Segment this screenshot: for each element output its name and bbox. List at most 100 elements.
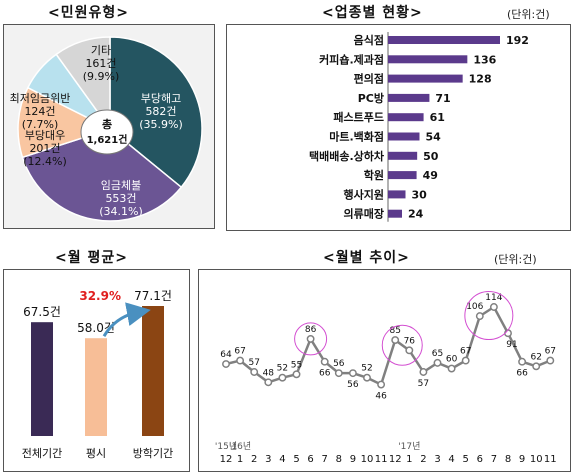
trend-value: 48 (263, 368, 275, 378)
pie-slice-count: 553건 (105, 192, 136, 205)
trend-year-label: '15년 (215, 441, 237, 452)
trend-x-tick: 7 (322, 454, 328, 465)
trend-x-tick: 6 (307, 454, 313, 465)
industry-value: 30 (412, 188, 428, 201)
trend-year-label: '16년 (229, 441, 251, 452)
trend-x-tick: 8 (505, 454, 511, 465)
industry-value: 50 (423, 150, 439, 163)
avg-value: 67.5건 (23, 305, 61, 319)
trend-value: 46 (375, 392, 387, 402)
trend-x-tick: 5 (463, 454, 469, 465)
pie-center-total: 1,621건 (87, 133, 128, 146)
trend-value: 60 (446, 355, 458, 365)
industry-category: 음식점 (354, 33, 384, 47)
trend-x-tick: 2 (420, 454, 426, 465)
trend-x-tick: 4 (279, 454, 285, 465)
pie-slice-count: 582건 (145, 105, 176, 118)
trend-point (334, 369, 343, 378)
trend-point (306, 334, 315, 343)
trend-value: 114 (485, 293, 502, 303)
trend-point (419, 368, 428, 376)
trend-value: 67 (460, 347, 471, 357)
pie-slice (17, 86, 112, 159)
trend-value: 66 (516, 369, 528, 379)
trend-point (433, 358, 442, 367)
trend-value: 106 (466, 302, 483, 312)
industry-category: 택배배송.상하차 (309, 149, 385, 163)
trend-value: 85 (389, 326, 400, 336)
industry-bar (388, 171, 417, 180)
trend-x-tick: 12 (389, 454, 402, 465)
pie-slice-name: 최저임금위반 (10, 92, 71, 105)
industry-value: 54 (426, 131, 442, 144)
trend-x-tick: 11 (544, 454, 557, 465)
trend-point (292, 370, 301, 379)
trend-x-tick: 1 (237, 454, 243, 465)
trend-value: 62 (530, 352, 541, 362)
trend-x-tick: 8 (336, 454, 342, 465)
pie-center-label: 총 (102, 117, 112, 131)
trend-value: 64 (220, 350, 232, 360)
industry-value: 49 (423, 169, 438, 182)
industry-bar (388, 151, 418, 160)
trend-value: 56 (347, 380, 359, 390)
industry-bar (388, 190, 406, 199)
industry-value: 71 (435, 92, 450, 105)
trend-year-label: '17년 (398, 441, 420, 452)
trend-value: 55 (291, 360, 302, 370)
pie-title: <민원유형> (48, 5, 129, 21)
industry-category: 행사지원 (344, 187, 384, 201)
trend-point (348, 369, 357, 378)
avg-bar (85, 338, 107, 436)
trend-title: <월별 추이> (323, 250, 410, 266)
pie-slice-name: 부당대우 (25, 129, 65, 142)
trend-point (320, 357, 329, 366)
trend-value: 56 (333, 359, 345, 369)
industry-value: 136 (473, 53, 496, 66)
trend-x-tick: 12 (220, 454, 233, 465)
trend-point (532, 362, 541, 371)
trend-highlight-circle (381, 324, 423, 366)
trend-point (518, 357, 527, 366)
industry-bar (388, 113, 424, 122)
trend-x-tick: 3 (434, 454, 440, 465)
avg-category: 전체기간 (22, 447, 62, 460)
pie-slice-name: 기타 (91, 44, 111, 57)
trend-value: 67 (545, 347, 556, 357)
industry-chart: 음식점 192 커피숍.제과점 136 편의점 128 PC방 71 패스트푸드 61 마트.백화점… (309, 32, 529, 222)
industry-bar (388, 93, 430, 102)
pie-slice-pct: (34.1%) (99, 205, 143, 218)
industry-value: 61 (430, 111, 445, 124)
industry-title: <업종별 현황> (322, 5, 423, 21)
trend-value: 91 (506, 340, 517, 350)
trend-point (250, 368, 259, 376)
trend-point (236, 356, 245, 365)
pie-slice-count: 124건 (24, 105, 55, 118)
trend-value: 52 (277, 364, 288, 374)
pie-slice-count: 161건 (85, 57, 116, 70)
pie-slice-name: 임금체불 (101, 179, 141, 192)
trend-x-tick: 10 (361, 454, 374, 465)
trend-x-tick: 1 (406, 454, 412, 465)
industry-bar (388, 209, 402, 218)
trend-x-tick: 2 (251, 454, 257, 465)
trend-value: 86 (305, 325, 317, 335)
trend-highlight-circle (294, 322, 328, 356)
pie-slice (21, 128, 183, 222)
trend-x-tick: 6 (477, 454, 483, 465)
pie-slice-pct: (12.4%) (23, 155, 67, 168)
trend-value: 66 (319, 369, 331, 379)
trend-highlight-circle (464, 291, 514, 341)
pie-slice-pct: (35.9%) (139, 118, 183, 131)
industry-bar (388, 36, 500, 44)
trend-x-tick: 11 (375, 454, 388, 465)
trend-point (278, 373, 287, 382)
trend-unit: (단위:건) (494, 253, 537, 266)
trend-chart: 6412671572483524555866667568569521046118… (215, 291, 557, 465)
industry-category: 마트.백화점 (329, 130, 384, 144)
industry-category: 패스트푸드 (333, 110, 384, 124)
trend-x-tick: 5 (293, 454, 299, 465)
industry-value: 128 (469, 73, 492, 86)
avg-bar (31, 322, 53, 436)
